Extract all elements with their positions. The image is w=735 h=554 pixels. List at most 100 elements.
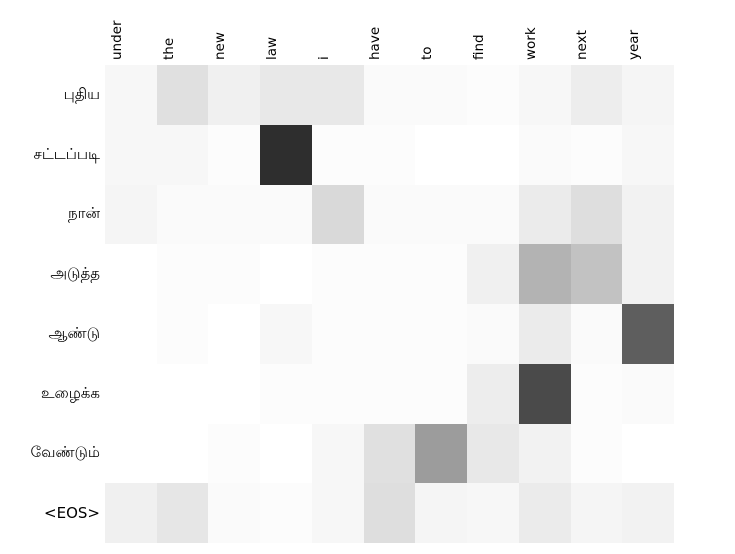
y-axis-label: நான் (67, 204, 100, 223)
y-axis-label: சட்டப்படி (33, 144, 100, 163)
heatmap-cell (570, 124, 623, 185)
heatmap-cell (363, 244, 416, 304)
y-axis-label: ஆண்டு (48, 323, 100, 342)
heatmap-cell (467, 304, 519, 364)
heatmap-cell (518, 65, 571, 125)
x-axis-tick: law (260, 0, 312, 65)
heatmap-cell (311, 363, 364, 424)
heatmap-cell (570, 65, 623, 125)
heatmap-cell (518, 483, 571, 543)
heatmap-cell (415, 483, 468, 543)
heatmap-cell (570, 363, 623, 424)
heatmap-cell (260, 124, 312, 185)
x-axis-label: new (212, 32, 229, 60)
heatmap-cell (105, 363, 157, 424)
y-axis-labels: புதிய சட்டப்படி நான் அடுத்த ஆண்டு உழைக்க வேண்ட… (0, 65, 100, 543)
heatmap-cell (518, 244, 571, 304)
heatmap-cell (622, 363, 674, 424)
heatmap-cell (570, 423, 623, 484)
heatmap-cell (415, 244, 468, 304)
heatmap-cell (467, 184, 519, 245)
heatmap-cell (518, 423, 571, 484)
x-axis-tick: i (312, 0, 364, 65)
heatmap-cell (311, 184, 364, 245)
heatmap-cell (260, 363, 312, 424)
heatmap-cell (467, 124, 519, 185)
heatmap-cell (208, 124, 261, 185)
heatmap-cell (518, 304, 571, 364)
heatmap-cell (311, 65, 364, 125)
x-axis-label: find (470, 34, 487, 60)
heatmap-cell (570, 244, 623, 304)
heatmap-cell (156, 65, 209, 125)
heatmap-cell (105, 244, 157, 304)
x-axis-label: to (419, 46, 436, 60)
heatmap-cell (570, 184, 623, 245)
x-axis-tick: new (208, 0, 260, 65)
x-axis-label: next (574, 30, 591, 60)
heatmap-cell (311, 483, 364, 543)
heatmap-cell (260, 65, 312, 125)
heatmap-cell (311, 423, 364, 484)
heatmap-cell (208, 363, 261, 424)
heatmap-cell (622, 184, 674, 245)
heatmap-cell (622, 244, 674, 304)
heatmap-cell (622, 124, 674, 185)
heatmap-cell (260, 423, 312, 484)
heatmap-cell (105, 483, 157, 543)
heatmap-cell (311, 244, 364, 304)
heatmap-cell (622, 483, 674, 543)
heatmap-cell (363, 423, 416, 484)
heatmap-cell (105, 423, 157, 484)
heatmap-cell (208, 65, 261, 125)
heatmap-cell (208, 304, 261, 364)
heatmap-cell (467, 483, 519, 543)
heatmap-cell (260, 304, 312, 364)
x-axis-tick: the (157, 0, 209, 65)
x-axis-tick: have (364, 0, 416, 65)
heatmap-cell (415, 304, 468, 364)
heatmap-grid (105, 65, 674, 543)
y-axis-label: அடுத்த (50, 264, 100, 283)
heatmap-cell (518, 124, 571, 185)
heatmap-cell (208, 423, 261, 484)
heatmap-cell (415, 423, 468, 484)
heatmap-cell (260, 483, 312, 543)
heatmap-cell (105, 304, 157, 364)
heatmap-cell (363, 304, 416, 364)
heatmap-cell (363, 65, 416, 125)
heatmap-cell (105, 124, 157, 185)
heatmap-cell (105, 65, 157, 125)
y-axis-label: உழைக்க (40, 383, 100, 402)
x-axis-tick: next (571, 0, 623, 65)
x-axis-tick: to (415, 0, 467, 65)
heatmap-cell (260, 184, 312, 245)
heatmap-cell (156, 423, 209, 484)
heatmap-cell (156, 304, 209, 364)
heatmap-cell (311, 304, 364, 364)
y-axis-label: வேண்டும் (30, 443, 100, 462)
x-axis-label: the (160, 37, 177, 60)
x-axis-tick: work (519, 0, 571, 65)
x-axis-tick: find (467, 0, 519, 65)
x-axis-label: i (315, 56, 332, 60)
x-axis-label: law (264, 36, 281, 60)
heatmap-cell (570, 483, 623, 543)
heatmap-cell (570, 304, 623, 364)
heatmap-cell (156, 363, 209, 424)
heatmap-cell (467, 244, 519, 304)
heatmap-cell (260, 244, 312, 304)
y-axis-label: புதிய (63, 84, 100, 103)
heatmap-cell (156, 244, 209, 304)
x-axis-label: year (626, 29, 643, 60)
heatmap-cell (311, 124, 364, 185)
heatmap-cell (415, 65, 468, 125)
heatmap-cell (622, 65, 674, 125)
x-axis-label: under (108, 20, 125, 60)
x-axis-tick: under (105, 0, 157, 65)
x-axis-label: have (367, 26, 384, 60)
heatmap-cell (467, 423, 519, 484)
heatmap-cell (415, 124, 468, 185)
heatmap-cell (467, 363, 519, 424)
